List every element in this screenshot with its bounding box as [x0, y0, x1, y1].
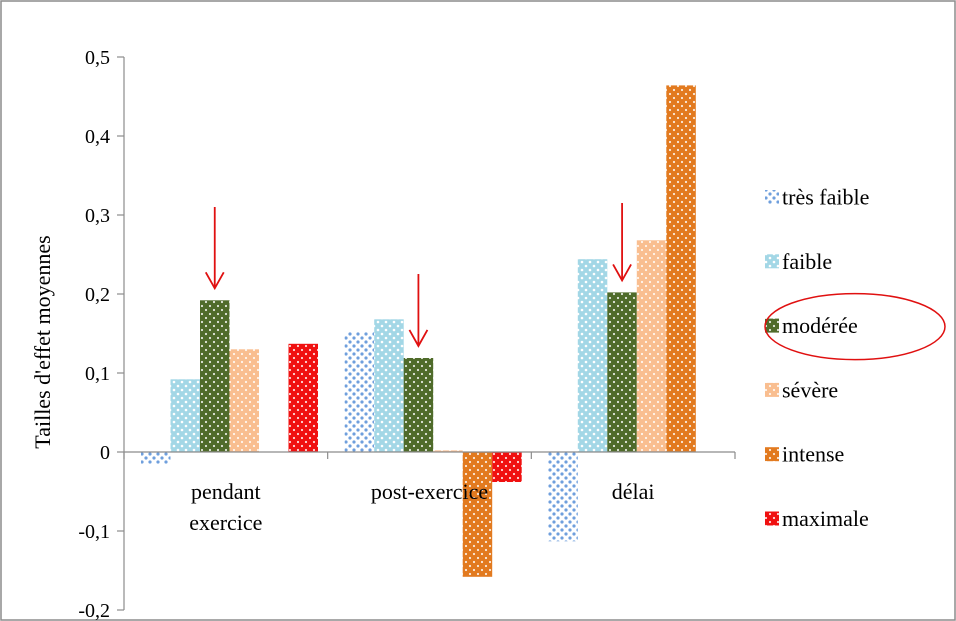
x-category-label-line2: exercice: [189, 510, 262, 535]
bar: [548, 452, 578, 542]
legend-swatch: [765, 190, 779, 204]
bar: [492, 452, 522, 482]
bar: [607, 292, 637, 452]
legend-label: intense: [782, 442, 844, 467]
legend-label: très faible: [782, 185, 869, 210]
bar: [462, 452, 493, 577]
legend-label: sévère: [782, 377, 838, 402]
y-tick-label: 0: [100, 442, 110, 464]
bar: [577, 259, 608, 452]
legend-highlight-ellipse: [764, 292, 946, 361]
bars-layer: [141, 85, 696, 577]
annotation-arrowhead: [204, 271, 225, 291]
y-tick-label: 0,5: [85, 47, 110, 69]
legend-swatch: [765, 511, 779, 526]
legend-swatch: [765, 318, 779, 333]
labels-layer: 0,5 0,4 0,3 0,2 0,1 0 -0,1 -0,2 pendant exercice p…: [78, 47, 654, 621]
y-tick-label: 0,3: [85, 205, 110, 227]
legend-label: maximale: [782, 506, 869, 531]
legend-swatch: [765, 382, 779, 397]
x-category-label: délai: [612, 479, 655, 504]
y-tick-label: 0,4: [85, 126, 110, 148]
bar: [666, 85, 696, 453]
y-tick-label: -0,2: [78, 600, 110, 621]
y-tick-label: 0,1: [85, 363, 110, 385]
legend-swatch: [765, 254, 779, 269]
bar: [374, 319, 404, 452]
bar: [344, 331, 375, 452]
y-tick-label: 0,2: [85, 284, 110, 306]
legend-label: modérée: [782, 313, 858, 338]
y-axis-title: Tailles d'effet moyennes: [30, 235, 55, 448]
x-category-label: pendant: [191, 479, 261, 504]
x-category-label: post-exercice: [371, 479, 488, 504]
legend-swatch: [765, 447, 779, 462]
bar: [170, 379, 200, 452]
annotation-arrowhead: [612, 263, 632, 283]
legend-label: faible: [782, 249, 832, 274]
bar: [403, 358, 434, 452]
annotations-layer: [204, 203, 946, 361]
axes-layer: [117, 56, 736, 611]
annotation-arrowhead: [408, 329, 429, 348]
bar: [141, 452, 171, 464]
bar: [636, 240, 667, 452]
bar: [200, 300, 230, 452]
bar: [433, 450, 463, 452]
bar: [229, 349, 259, 452]
y-tick-label: -0,1: [78, 521, 110, 543]
legend: très faible faible modérée sévère intense max…: [765, 185, 869, 531]
bar: [288, 343, 318, 452]
